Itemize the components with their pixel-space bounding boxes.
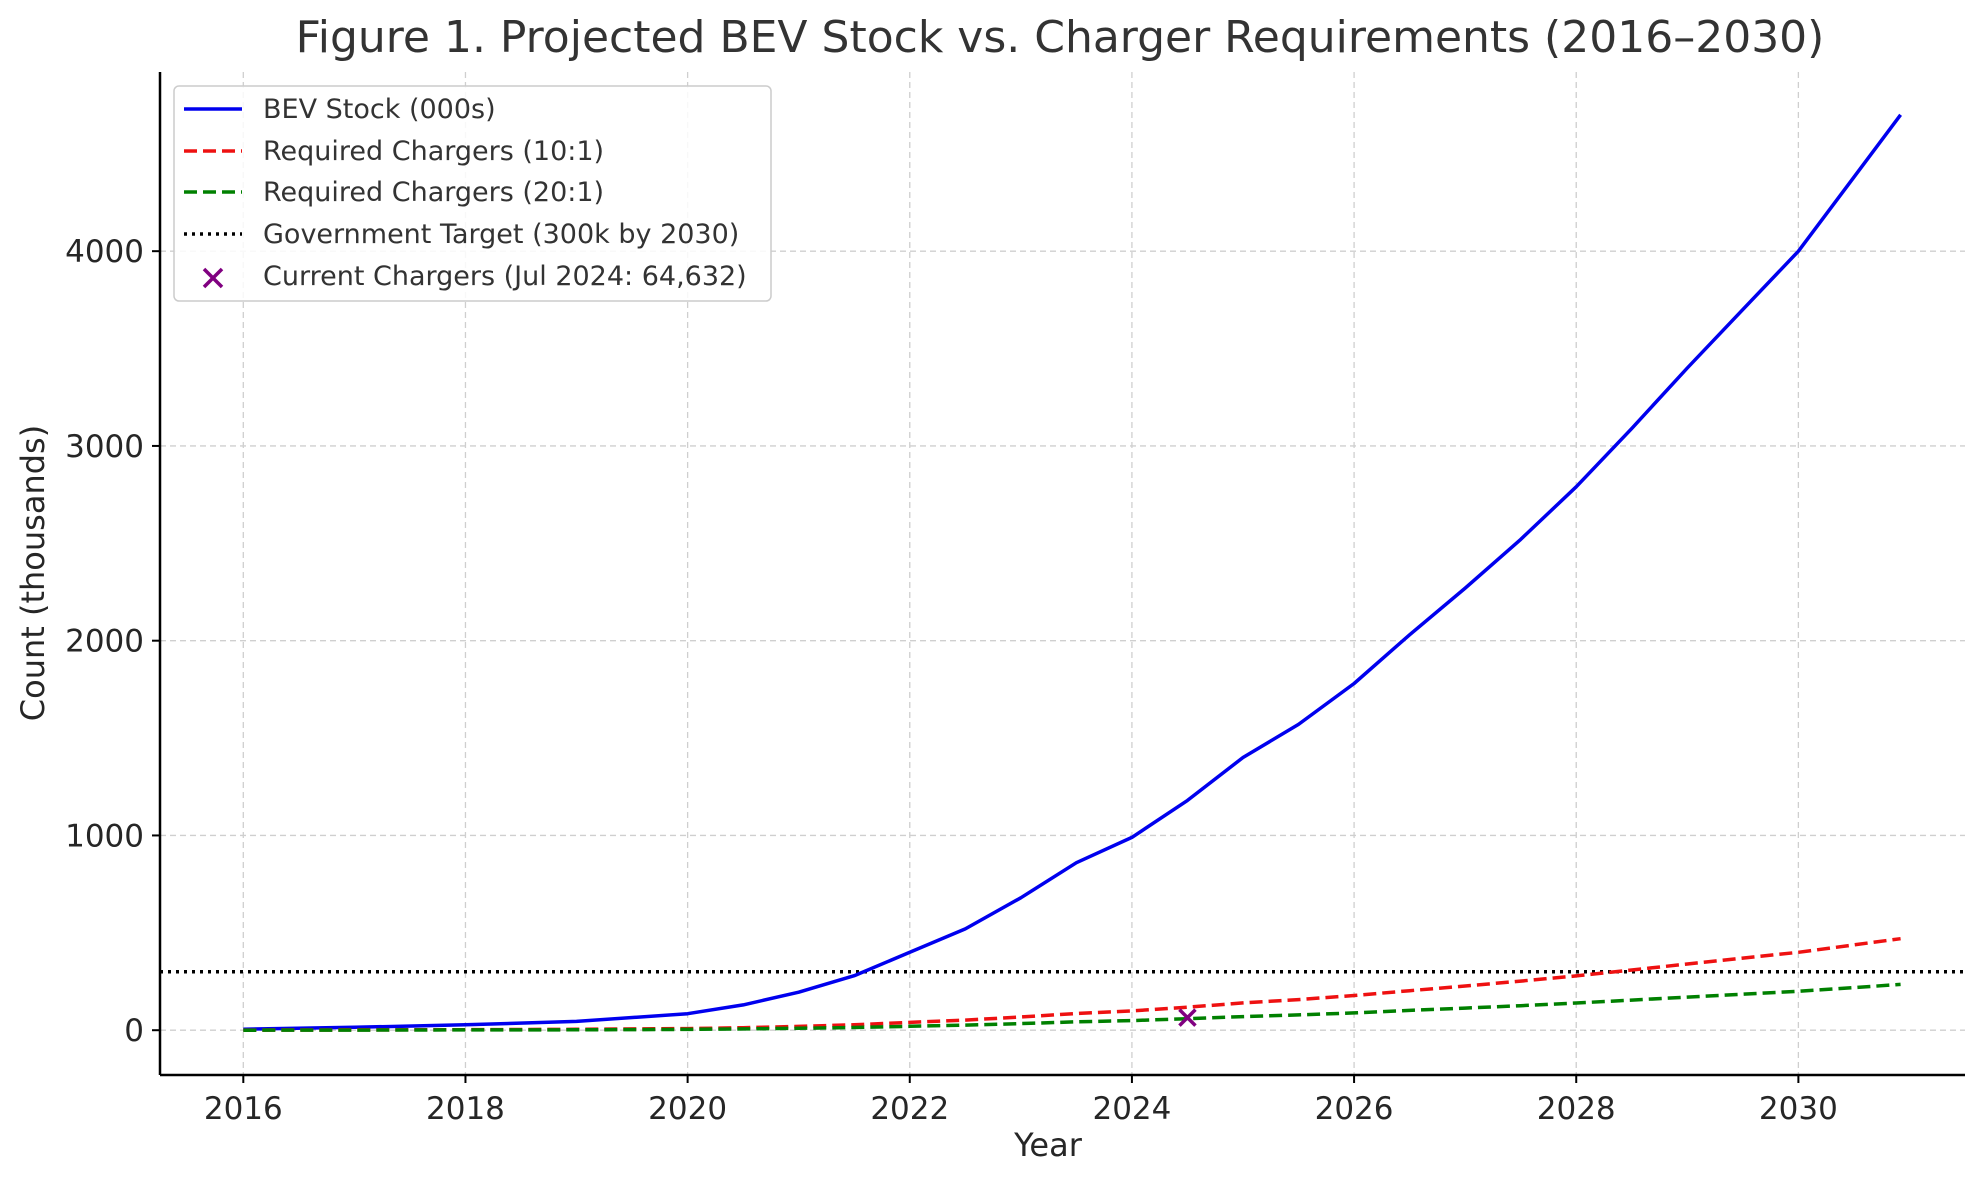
chart-title: Figure 1. Projected BEV Stock vs. Charge… xyxy=(296,12,1825,63)
x-tick-label: 2028 xyxy=(1537,1091,1616,1127)
required-chargers-10-1-line xyxy=(243,936,1901,1032)
x-tick-label: 2030 xyxy=(1759,1091,1838,1127)
required-chargers-20-1-line xyxy=(243,982,1901,1032)
bev-stock-line xyxy=(243,113,1903,1031)
legend-label-bev-stock: BEV Stock (000s) xyxy=(263,94,496,125)
y-ticks: 0 1000 2000 3000 4000 xyxy=(65,234,160,1049)
legend-label-chargers-10-1: Required Chargers (10:1) xyxy=(263,136,604,167)
legend-frame xyxy=(173,85,772,302)
y-axis-label: Count (thousands) xyxy=(14,425,52,721)
legend-label-current-chargers: Current Chargers (Jul 2024: 64,632) xyxy=(263,261,747,292)
x-tick-label: 2016 xyxy=(204,1091,283,1127)
x-tick-label: 2018 xyxy=(426,1091,505,1127)
y-tick-label: 2000 xyxy=(65,624,144,660)
legend-label-government-target: Government Target (300k by 2030) xyxy=(263,219,739,250)
x-ticks: 2016 2018 2020 2022 2024 2026 2028 2030 xyxy=(204,1075,1838,1127)
x-axis-label: Year xyxy=(1013,1126,1083,1164)
y-tick-label: 1000 xyxy=(65,818,144,854)
series-lines xyxy=(243,113,1903,1032)
legend-swatch-current-chargers xyxy=(202,267,224,289)
y-tick-label: 3000 xyxy=(65,429,144,465)
x-tick-label: 2020 xyxy=(648,1091,727,1127)
y-tick-label: 4000 xyxy=(65,234,144,270)
x-tick-label: 2024 xyxy=(1092,1091,1171,1127)
x-tick-label: 2026 xyxy=(1315,1091,1394,1127)
legend: BEV Stock (000s) Required Chargers (10:1… xyxy=(173,85,772,302)
legend-label-chargers-20-1: Required Chargers (20:1) xyxy=(263,177,604,208)
x-tick-label: 2022 xyxy=(870,1091,949,1127)
current-chargers-marker-group xyxy=(1178,1008,1197,1027)
y-tick-label: 0 xyxy=(124,1013,144,1049)
current-chargers-marker xyxy=(1178,1008,1197,1027)
